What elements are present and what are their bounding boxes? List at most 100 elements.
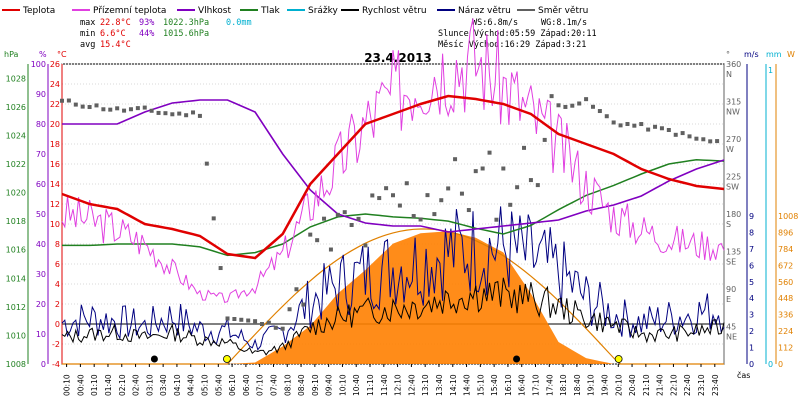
wind-direction-point	[225, 316, 230, 321]
legend-rychlost: Rychlost větru	[362, 6, 427, 16]
x-tick-label: 03:40	[159, 374, 168, 396]
wind-speed-line	[61, 277, 725, 356]
hpa-axis-tick: 1024	[6, 131, 26, 140]
wind-direction-point	[101, 107, 106, 112]
w-axis-tick: 224	[778, 327, 793, 336]
solar-radiation-area	[62, 231, 724, 364]
wind-gust-line	[61, 206, 725, 351]
x-tick-label: 13:40	[435, 374, 444, 396]
c-axis-tick: 22	[50, 100, 60, 109]
wind-direction-point	[156, 110, 161, 115]
ms-axis-tick: 4	[749, 294, 754, 303]
axis-c-label: °C	[57, 50, 67, 59]
c-axis-tick: 18	[50, 140, 60, 149]
wind-direction-point	[659, 126, 664, 131]
wind-direction-point	[115, 106, 120, 111]
x-tick-label: 21:40	[656, 374, 665, 396]
ms-axis-tick: 5	[749, 278, 754, 287]
mm-axis-tick: 1	[768, 66, 773, 75]
wind-direction-point	[632, 123, 637, 128]
c-axis-tick: 12	[50, 200, 60, 209]
wind-direction-point	[149, 108, 154, 113]
legend-naraz: Náraz větru	[458, 6, 511, 16]
wind-direction-point	[425, 193, 430, 198]
x-tick-label: 15:10	[476, 374, 485, 396]
pct-axis-tick: 30	[36, 270, 46, 279]
deg-axis-tick: N	[726, 70, 732, 79]
stat-min-label: min	[80, 29, 95, 39]
x-tick-label: 17:40	[545, 374, 554, 396]
axis-ms-label: m/s	[744, 50, 759, 59]
x-tick-label: 08:40	[297, 374, 306, 396]
wind-direction-point	[535, 183, 540, 188]
x-tick-label: 07:10	[256, 374, 265, 396]
wind-direction-point	[356, 216, 361, 221]
ms-axis-tick: 7	[749, 245, 754, 254]
wind-direction-point	[135, 106, 140, 111]
x-tick-label: 11:40	[380, 374, 389, 396]
wind-direction-point	[328, 247, 333, 252]
pct-axis-tick: 40	[36, 240, 46, 249]
deg-axis-tick: 180	[726, 210, 741, 219]
wind-direction-point	[604, 114, 609, 119]
c-axis-tick: 14	[50, 180, 60, 189]
wind-direction-point	[494, 217, 499, 222]
ms-axis-tick: 3	[749, 311, 754, 320]
deg-axis-tick: 90	[726, 285, 736, 294]
c-axis-tick: -2	[52, 340, 60, 349]
wind-direction-point	[611, 120, 616, 125]
x-tick-label: 11:10	[366, 374, 375, 396]
wind-direction-point	[480, 166, 485, 171]
c-axis-tick: 26	[50, 60, 60, 69]
wind-direction-point	[666, 128, 671, 133]
c-axis-tick: 20	[50, 120, 60, 129]
x-axis: 00:10 00:40 01:10 01:40 02:10 02:40 03:10 03:40…	[63, 355, 720, 396]
wind-direction-point	[266, 320, 271, 325]
x-tick-label: 12:10	[394, 374, 403, 396]
wind-direction-point	[694, 136, 699, 141]
wind-direction-point	[66, 98, 71, 103]
wind-direction-point	[259, 322, 264, 327]
wind-direction-point	[232, 317, 237, 322]
c-axis-tick: 16	[50, 160, 60, 169]
hpa-axis-tick: 1014	[6, 274, 26, 283]
c-axis-tick: -4	[52, 360, 60, 369]
wind-direction-point	[391, 193, 395, 198]
wind-direction-point	[80, 104, 85, 109]
wind-direction-point	[549, 94, 554, 99]
wind-direction-point	[432, 212, 437, 217]
pct-axis-tick: 90	[36, 90, 46, 99]
wind-direction-point	[653, 124, 658, 129]
deg-axis-tick: 135	[726, 248, 741, 257]
x-tick-label: 05:10	[201, 374, 210, 396]
wind-direction-point	[404, 181, 409, 186]
wind-direction-point	[439, 198, 444, 203]
legend-srazky: Srážky	[308, 6, 339, 16]
wind-direction-point	[301, 302, 306, 307]
wind-direction-point	[397, 203, 402, 208]
deg-axis-tick: W	[726, 145, 734, 154]
moonrise-marker	[513, 355, 521, 363]
pct-axis-tick: 70	[36, 150, 46, 159]
stats-block: max 22.8°C 93% 1022.3hPa 0.0mm min 6.6°C…	[80, 18, 597, 50]
solar-theoretical-line	[62, 228, 724, 365]
wind-direction-point	[239, 317, 244, 322]
wind-direction-point	[646, 127, 651, 132]
x-tick-label: 15:40	[490, 374, 499, 396]
legend-teplota: Teplota	[22, 6, 55, 16]
x-tick-label: 09:40	[325, 374, 334, 396]
x-tick-label: 10:10	[338, 374, 347, 396]
w-axis-tick: 560	[778, 278, 793, 287]
sunrise-marker	[223, 355, 231, 363]
x-tick-label: 02:40	[132, 374, 141, 396]
legend: Teplota Přízemní teplota Vlhkost Tlak Sr…	[2, 6, 588, 16]
wind-direction-point	[94, 103, 99, 108]
wind-direction-point	[708, 139, 713, 144]
c-axis-tick: 4	[55, 280, 60, 289]
pressure-line	[62, 158, 725, 257]
x-tick-label: 09:10	[311, 374, 320, 396]
x-tick-label: 12:40	[407, 374, 416, 396]
hpa-axis-tick: 1008	[6, 360, 26, 369]
x-tick-label: 19:10	[587, 374, 596, 396]
axis-x-label: čas	[737, 370, 750, 380]
